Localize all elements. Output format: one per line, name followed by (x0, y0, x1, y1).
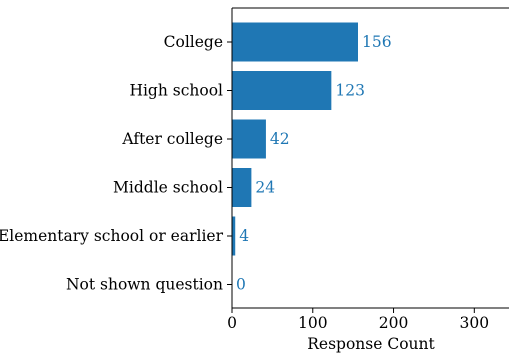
data-label: 123 (335, 82, 365, 100)
data-label: 24 (255, 179, 275, 197)
y-tick-label: After college (121, 130, 223, 148)
x-tick-label: 0 (227, 314, 237, 332)
axes-layer: College High school After college Middle sc… (0, 7, 509, 332)
data-label: 0 (236, 276, 246, 294)
x-tick-label: 100 (298, 314, 328, 332)
x-tick-label: 200 (379, 314, 409, 332)
bar-high-school (232, 71, 332, 110)
data-label: 4 (239, 227, 249, 245)
y-tick-label: High school (129, 82, 223, 100)
x-tick-label: 300 (460, 314, 490, 332)
bar-college (232, 22, 358, 62)
bar-elementary-school-or-earlier (232, 216, 236, 256)
y-tick-label: College (164, 33, 223, 51)
y-tick-label: Not shown question (66, 276, 223, 294)
data-label: 156 (362, 33, 392, 51)
bar-after-college (232, 119, 266, 159)
y-tick-label: Elementary school or earlier (0, 227, 224, 245)
bars-layer (232, 22, 358, 256)
y-tick-label: Middle school (113, 179, 223, 197)
bar-middle-school (232, 168, 252, 207)
labels-layer: 156 123 42 24 4 0 (236, 33, 392, 294)
x-axis-label: Response Count (307, 335, 435, 353)
data-label: 42 (270, 130, 290, 148)
